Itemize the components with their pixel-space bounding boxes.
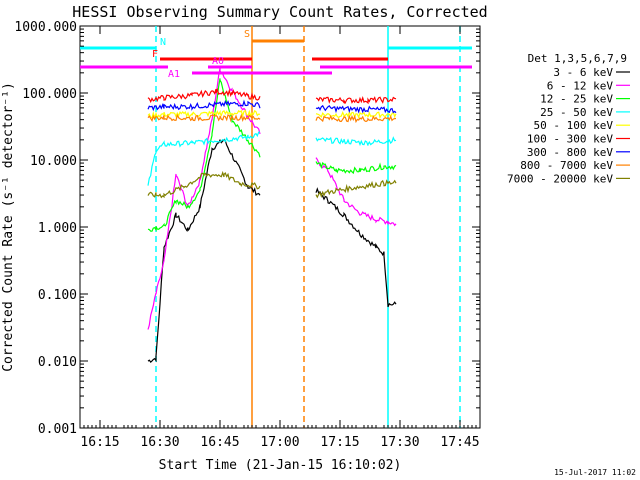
series-6-12-keV-kev <box>147 68 397 330</box>
legend-label: 50 - 100 keV <box>534 119 614 132</box>
x-ticks: 16:15 16:30 16:45 17:00 17:15 17:30 17:45 <box>80 26 480 450</box>
legend-entry: 3 - 6 keV <box>553 66 630 79</box>
y-tick-label: 0.001 <box>38 422 77 437</box>
x-tick-label: 17:00 <box>260 435 299 450</box>
legend-label: 25 - 50 keV <box>540 106 613 119</box>
flag-label: A0 <box>212 56 224 67</box>
legend-entry: 25 - 50 keV <box>540 106 630 119</box>
y-tick-label: 0.010 <box>38 355 77 370</box>
y-tick-label: 0.100 <box>38 288 77 303</box>
flag-bar-a1: A1 <box>168 69 332 80</box>
series-3-6-keV-kev <box>147 138 397 363</box>
flag-label: S <box>244 29 250 40</box>
series-line <box>147 138 397 363</box>
series-800-7000-keV-kev <box>147 113 397 124</box>
legend-label: 3 - 6 keV <box>553 66 613 79</box>
flag-bar-s: S <box>244 29 304 43</box>
legend-entry: 300 - 800 keV <box>527 146 630 159</box>
series-line <box>147 131 397 186</box>
series-line <box>147 170 397 199</box>
y-tick-label: 10.000 <box>30 154 77 169</box>
legend-entry: 6 - 12 keV <box>547 79 630 92</box>
legend-label: 7000 - 20000 keV <box>507 172 613 185</box>
plot-frame <box>79 25 481 429</box>
legend-label: 12 - 25 keV <box>540 93 613 106</box>
flag-label: N <box>160 37 166 48</box>
legend-entry: 800 - 7000 keV <box>520 159 630 172</box>
series-line <box>147 68 397 330</box>
y-axis-title: Corrected Count Rate (s⁻¹ detector⁻¹) <box>1 82 16 372</box>
series-300-800-keV-kev <box>147 99 397 114</box>
legend-label: 6 - 12 keV <box>547 79 614 92</box>
y-ticks: 0.001 0.010 0.100 1.000 10.000 100.000 1000.00… <box>14 20 480 437</box>
series-line <box>147 99 397 114</box>
vertical-markers <box>155 26 461 428</box>
series-7000-20000-keV-kev <box>147 170 397 199</box>
chart-title: HESSI Observing Summary Count Rates, Cor… <box>72 3 487 21</box>
series-layer <box>147 68 397 363</box>
series-line <box>147 113 397 124</box>
x-tick-label: 16:30 <box>140 435 179 450</box>
series-12-25-keV-kev <box>147 78 397 232</box>
legend-entry: 7000 - 20000 keV <box>507 172 630 185</box>
y-tick-label: 1.000 <box>38 221 77 236</box>
series-line <box>147 109 397 120</box>
series-25-50-keV-kev <box>147 131 397 186</box>
x-tick-label: 17:30 <box>380 435 419 450</box>
legend-label: 100 - 300 keV <box>527 133 613 146</box>
x-tick-label: 16:45 <box>200 435 239 450</box>
flag-bar-f: F <box>152 49 388 61</box>
legend-title: Det 1,3,5,6,7,9 <box>528 52 627 65</box>
flag-bars: N S F A0 A1 <box>80 29 472 80</box>
x-axis-title: Start Time (21-Jan-15 16:10:02) <box>159 458 402 473</box>
footer-date: 15-Jul-2017 11:02 <box>554 468 636 477</box>
legend-label: 800 - 7000 keV <box>520 159 613 172</box>
x-tick-label: 17:15 <box>320 435 359 450</box>
flag-label: A1 <box>168 69 180 80</box>
flag-bar-n: N <box>80 37 472 50</box>
flag-label: F <box>152 49 158 60</box>
legend-entry: 100 - 300 keV <box>527 133 630 146</box>
series-50-100-keV-kev <box>147 109 397 120</box>
x-tick-label: 17:45 <box>440 435 479 450</box>
legend-entry: 12 - 25 keV <box>540 93 630 106</box>
x-tick-label: 16:15 <box>80 435 119 450</box>
legend-entry: 50 - 100 keV <box>534 119 630 132</box>
series-100-300-keV-kev <box>147 87 397 105</box>
series-line <box>147 87 397 105</box>
legend-label: 300 - 800 keV <box>527 146 613 159</box>
y-tick-label: 100.000 <box>22 87 77 102</box>
flag-bar-a0: A0 <box>80 56 472 69</box>
series-line <box>147 78 397 232</box>
y-tick-label: 1000.000 <box>14 20 77 35</box>
